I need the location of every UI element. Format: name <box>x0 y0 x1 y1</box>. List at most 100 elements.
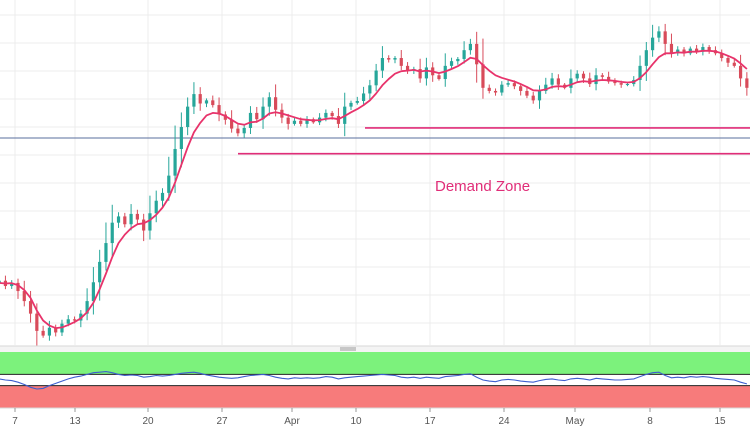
x-tick-label: 17 <box>424 416 436 427</box>
candle-body <box>651 37 655 51</box>
rsi-oversold-band <box>0 385 750 408</box>
candle-body <box>544 84 548 91</box>
x-axis: 7 13 20 27 Apr 10 17 24 May 8 15 <box>12 408 726 427</box>
pane-divider-bar <box>0 346 750 352</box>
x-tick-label: 27 <box>216 416 228 427</box>
rsi-panel <box>0 352 750 409</box>
candle-body <box>387 58 391 60</box>
candle-body <box>707 47 711 51</box>
candle-body <box>657 31 661 38</box>
candle-body <box>607 76 611 82</box>
candle-body <box>506 83 510 85</box>
candle-body <box>537 90 542 101</box>
candle-body <box>66 319 70 324</box>
pane-divider[interactable] <box>0 345 750 352</box>
candle-body <box>468 43 472 51</box>
candle-body <box>443 65 447 80</box>
candle-body <box>286 117 290 124</box>
demand-zone-lines <box>238 127 750 155</box>
rsi-line <box>0 371 748 390</box>
candle-body <box>556 78 560 85</box>
candle-body <box>167 175 171 193</box>
candle-body <box>374 70 378 86</box>
candle-body <box>135 213 139 220</box>
candle-body <box>123 216 127 225</box>
candle-body <box>0 280 1 284</box>
candle-body <box>738 65 743 79</box>
candle-body <box>418 69 422 79</box>
rsi-overbought-band <box>0 352 750 375</box>
candle-body <box>575 73 579 79</box>
candle-body <box>487 87 491 91</box>
candle-body <box>399 58 403 66</box>
candle-body <box>10 282 14 287</box>
candle-body <box>481 64 485 88</box>
candle-body <box>682 49 686 54</box>
candle-body <box>720 53 724 59</box>
x-tick-label: 20 <box>142 416 154 427</box>
candle-body <box>493 90 498 93</box>
candle-body <box>424 67 429 79</box>
candle-body <box>449 61 454 66</box>
candlesticks <box>0 23 749 347</box>
candle-body <box>349 102 353 107</box>
candle-body <box>594 75 598 85</box>
candle-body <box>16 282 20 292</box>
candle-body <box>274 97 278 110</box>
candle-body <box>437 75 441 80</box>
candle-body <box>54 327 58 333</box>
moving-average-line <box>0 49 748 330</box>
candle-body <box>569 78 573 88</box>
candle-body <box>519 86 523 91</box>
x-tick-label: May <box>566 416 585 427</box>
candle-body <box>248 112 253 128</box>
x-tick-label: 10 <box>350 416 362 427</box>
candle-body <box>198 94 202 104</box>
gridlines <box>0 0 750 345</box>
candle-body <box>91 282 95 302</box>
candle-body <box>694 48 699 52</box>
candle-body <box>116 216 121 223</box>
moving-average <box>0 49 748 330</box>
candle-body <box>663 31 667 44</box>
candle-body <box>525 90 529 96</box>
candle-body <box>600 75 604 77</box>
candle-body <box>393 58 397 60</box>
candle-body <box>98 261 102 283</box>
x-tick-label: 15 <box>714 416 726 427</box>
candle-body <box>405 65 410 71</box>
candle-body <box>361 93 366 101</box>
candle-body <box>142 219 146 231</box>
candle-body <box>330 112 334 117</box>
x-tick-label: 24 <box>498 416 510 427</box>
candle-body <box>236 128 240 134</box>
x-tick-label: 7 <box>12 416 18 427</box>
candle-body <box>550 78 554 85</box>
candle-body <box>625 84 630 86</box>
candle-body <box>255 112 259 120</box>
candle-body <box>732 62 736 66</box>
candle-body <box>638 65 642 80</box>
candle-body <box>324 112 328 118</box>
candle-body <box>531 95 535 101</box>
candle-body <box>305 119 309 124</box>
candle-body <box>669 43 674 54</box>
candle-body <box>456 58 460 62</box>
candle-body <box>41 330 45 336</box>
candle-body <box>475 43 479 65</box>
candle-body <box>160 192 165 201</box>
candle-body <box>299 120 303 124</box>
candle-body <box>581 73 586 79</box>
candle-body <box>192 94 196 107</box>
candle-body <box>217 105 221 115</box>
candle-body <box>28 301 33 314</box>
candle-body <box>292 120 297 124</box>
candle-body <box>745 78 749 88</box>
candle-body <box>186 106 190 128</box>
candle-body <box>462 50 466 59</box>
candle-body <box>701 47 705 52</box>
candle-body <box>179 127 183 149</box>
candle-body <box>173 148 177 176</box>
